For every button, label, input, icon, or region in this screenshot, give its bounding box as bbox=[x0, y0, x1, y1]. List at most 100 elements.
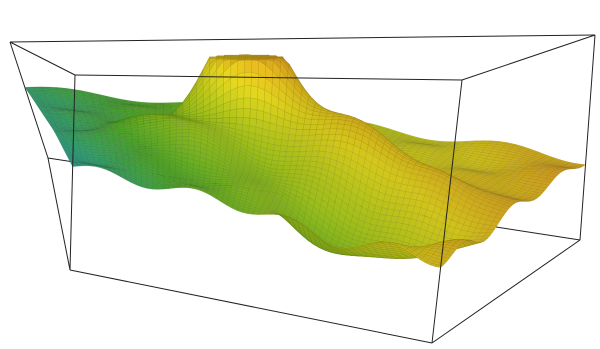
surface-cell bbox=[82, 134, 90, 137]
surface-cell bbox=[304, 150, 313, 157]
surface-cell bbox=[250, 72, 259, 88]
surface-cell bbox=[249, 117, 257, 128]
surface-cell bbox=[182, 132, 190, 137]
surface-cell bbox=[275, 168, 284, 174]
surface-cell bbox=[302, 160, 311, 167]
surface-cell bbox=[145, 146, 152, 149]
surface-cell bbox=[176, 132, 183, 137]
surface-cell bbox=[121, 150, 129, 154]
surface-cell bbox=[311, 114, 320, 121]
surface-cell bbox=[295, 129, 304, 136]
surface-cell bbox=[294, 135, 303, 142]
surface-cell bbox=[76, 136, 84, 139]
surface-cell bbox=[307, 134, 316, 141]
surface-cell bbox=[324, 119, 333, 125]
surface-cell bbox=[323, 123, 332, 130]
surface-cell bbox=[318, 115, 327, 121]
surface-cell bbox=[237, 59, 245, 75]
surface-cell bbox=[280, 139, 289, 147]
surface-cell bbox=[301, 135, 310, 142]
surface-cell bbox=[305, 145, 314, 152]
surface-cell bbox=[138, 141, 146, 145]
box-edge-right-back bbox=[579, 34, 596, 241]
surface-cell bbox=[65, 140, 73, 144]
surface-cell bbox=[229, 98, 238, 111]
surface-cell bbox=[291, 156, 299, 162]
surface-cell bbox=[243, 85, 252, 99]
surface-cell bbox=[297, 156, 306, 162]
box-edge-top-right bbox=[461, 34, 596, 81]
surface-cell bbox=[313, 139, 322, 146]
surface-cell bbox=[235, 116, 244, 125]
surface-cell bbox=[244, 72, 252, 87]
surface-cell bbox=[278, 156, 286, 162]
surface-cell bbox=[311, 150, 320, 157]
surface-cell bbox=[103, 152, 111, 156]
surface-cell bbox=[215, 179, 223, 182]
surface-cell bbox=[125, 131, 133, 135]
surface-cell bbox=[132, 136, 139, 140]
surface-cell bbox=[138, 144, 146, 147]
surface-cell bbox=[127, 151, 135, 153]
surface-cell bbox=[251, 59, 259, 75]
surface-cell bbox=[296, 122, 305, 130]
surface-cell bbox=[109, 148, 116, 152]
surface-cell bbox=[214, 183, 222, 186]
surface-cell bbox=[168, 186, 175, 189]
surface-cell bbox=[329, 123, 338, 129]
surface-cell bbox=[220, 181, 228, 184]
surface-cell bbox=[98, 155, 106, 159]
box-edge-top-back bbox=[9, 34, 596, 43]
surface-cell bbox=[322, 128, 331, 135]
surface-cell bbox=[176, 121, 183, 125]
surface-cell bbox=[250, 97, 258, 111]
surface-cell bbox=[216, 117, 224, 123]
surface-cell bbox=[236, 108, 244, 118]
surface-cell bbox=[244, 59, 252, 73]
surface-cell bbox=[303, 118, 312, 125]
surface-cell bbox=[182, 140, 189, 146]
surface-cell bbox=[215, 176, 223, 180]
surface-cell bbox=[243, 97, 251, 109]
surface-cell bbox=[209, 181, 216, 185]
surface-cell bbox=[287, 140, 296, 147]
surface-cell bbox=[77, 164, 84, 167]
surface-cell bbox=[77, 138, 85, 142]
surface-cell bbox=[317, 119, 326, 125]
surface-cell bbox=[82, 136, 90, 140]
surface-cell bbox=[103, 147, 110, 151]
surface-cell bbox=[336, 123, 345, 130]
surface-cell bbox=[283, 165, 291, 170]
surface-cell bbox=[319, 139, 328, 147]
surface-cell bbox=[314, 134, 323, 141]
surface-cell bbox=[274, 131, 283, 141]
surface-cell bbox=[288, 127, 297, 136]
surface-cell bbox=[222, 117, 230, 124]
box-edge-bottom-right bbox=[431, 239, 581, 344]
surface-cell bbox=[276, 165, 285, 170]
surface-cell bbox=[109, 150, 117, 154]
surface-cell bbox=[43, 114, 52, 117]
surface-cell bbox=[289, 165, 297, 170]
surface-cell bbox=[286, 146, 295, 152]
surface-cell bbox=[252, 212, 260, 215]
surface-cell bbox=[310, 119, 319, 125]
surface-cell bbox=[176, 120, 183, 123]
surface-cell bbox=[98, 157, 106, 161]
surface-cell bbox=[99, 159, 106, 162]
surface-cell bbox=[284, 156, 293, 162]
surface-cell bbox=[236, 97, 245, 110]
surface-cell bbox=[229, 108, 238, 118]
surface-cell bbox=[196, 115, 204, 120]
surface-cell bbox=[118, 131, 126, 135]
surface-cell bbox=[82, 164, 90, 167]
surface-cell bbox=[131, 133, 139, 137]
surface-cell bbox=[125, 133, 133, 137]
surface-cell bbox=[226, 179, 234, 183]
box-edge-bottom-front bbox=[69, 269, 433, 344]
surface-cell bbox=[277, 160, 286, 166]
surface-cell bbox=[256, 98, 265, 112]
surface-cell bbox=[272, 150, 281, 157]
surface-cell bbox=[296, 160, 305, 166]
